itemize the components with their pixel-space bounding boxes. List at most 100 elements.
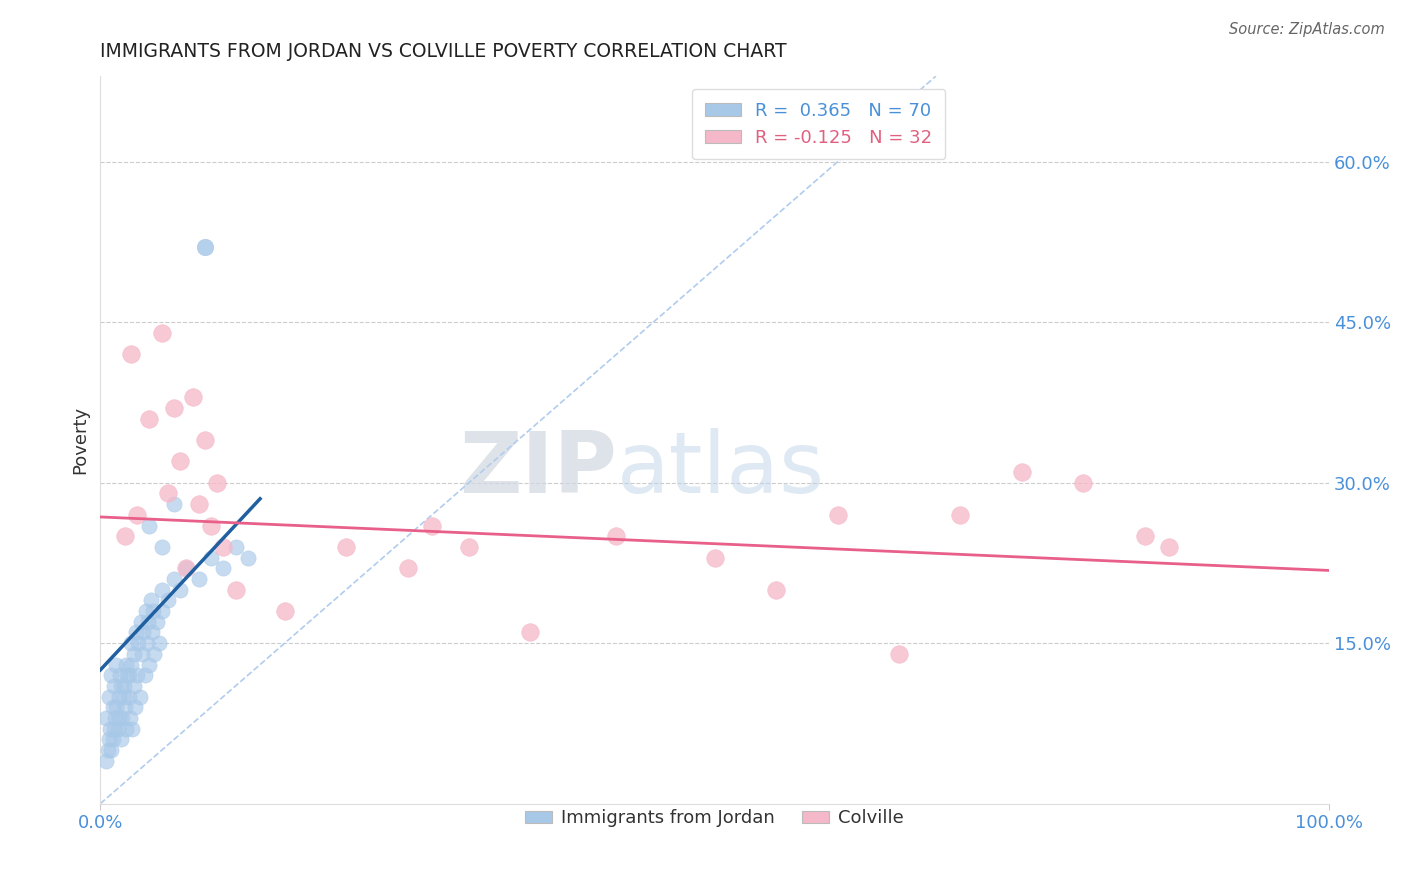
Point bbox=[420, 518, 443, 533]
Point bbox=[136, 615, 159, 629]
Point bbox=[150, 540, 173, 554]
Point bbox=[150, 604, 173, 618]
Point bbox=[105, 657, 128, 672]
Point bbox=[117, 668, 139, 682]
Point bbox=[765, 582, 787, 597]
Point bbox=[108, 668, 131, 682]
Point bbox=[163, 401, 186, 415]
Point bbox=[187, 572, 209, 586]
Point bbox=[107, 722, 129, 736]
Point bbox=[1071, 475, 1094, 490]
Point bbox=[122, 679, 145, 693]
Text: Source: ZipAtlas.com: Source: ZipAtlas.com bbox=[1229, 22, 1385, 37]
Point bbox=[97, 743, 120, 757]
Point bbox=[150, 326, 173, 340]
Point bbox=[138, 657, 160, 672]
Point bbox=[176, 561, 198, 575]
Text: ZIP: ZIP bbox=[458, 427, 616, 510]
Point bbox=[200, 518, 222, 533]
Point bbox=[101, 732, 124, 747]
Point bbox=[103, 722, 125, 736]
Point bbox=[224, 582, 246, 597]
Point bbox=[148, 636, 170, 650]
Point bbox=[163, 497, 186, 511]
Point bbox=[138, 411, 160, 425]
Point bbox=[273, 604, 295, 618]
Point bbox=[335, 540, 357, 554]
Point bbox=[187, 497, 209, 511]
Point bbox=[156, 486, 179, 500]
Point bbox=[127, 668, 149, 682]
Point bbox=[125, 625, 148, 640]
Point bbox=[181, 390, 204, 404]
Point bbox=[396, 561, 419, 575]
Point bbox=[136, 636, 159, 650]
Point bbox=[205, 475, 228, 490]
Point bbox=[121, 722, 143, 736]
Point bbox=[100, 668, 122, 682]
Point bbox=[120, 347, 142, 361]
Point bbox=[128, 690, 150, 704]
Point bbox=[605, 529, 627, 543]
Point bbox=[141, 625, 163, 640]
Point bbox=[138, 518, 160, 533]
Point bbox=[135, 604, 157, 618]
Point bbox=[169, 582, 191, 597]
Point bbox=[98, 722, 121, 736]
Point bbox=[120, 657, 142, 672]
Point bbox=[169, 454, 191, 468]
Point bbox=[156, 593, 179, 607]
Point bbox=[114, 529, 136, 543]
Legend: Immigrants from Jordan, Colville: Immigrants from Jordan, Colville bbox=[517, 802, 911, 835]
Point bbox=[96, 711, 118, 725]
Point bbox=[122, 647, 145, 661]
Point bbox=[519, 625, 541, 640]
Point bbox=[131, 647, 153, 661]
Point bbox=[200, 550, 222, 565]
Point bbox=[117, 668, 139, 682]
Point bbox=[132, 625, 155, 640]
Point bbox=[212, 561, 235, 575]
Point bbox=[703, 550, 725, 565]
Point bbox=[194, 433, 217, 447]
Point bbox=[112, 679, 135, 693]
Point bbox=[827, 508, 849, 522]
Y-axis label: Poverty: Poverty bbox=[72, 406, 89, 474]
Point bbox=[127, 508, 149, 522]
Point bbox=[110, 679, 132, 693]
Point bbox=[163, 572, 186, 586]
Point bbox=[110, 732, 132, 747]
Point bbox=[104, 711, 127, 725]
Point bbox=[118, 711, 141, 725]
Point bbox=[115, 722, 138, 736]
Point bbox=[105, 700, 128, 714]
Point bbox=[143, 647, 166, 661]
Point bbox=[142, 604, 165, 618]
Point bbox=[224, 540, 246, 554]
Point bbox=[117, 690, 139, 704]
Point bbox=[212, 540, 235, 554]
Point bbox=[458, 540, 481, 554]
Point bbox=[124, 700, 146, 714]
Point bbox=[139, 593, 162, 607]
Point bbox=[107, 690, 129, 704]
Point bbox=[236, 550, 259, 565]
Point bbox=[103, 679, 125, 693]
Point bbox=[100, 743, 122, 757]
Point bbox=[96, 754, 118, 768]
Point bbox=[101, 700, 124, 714]
Point bbox=[129, 615, 152, 629]
Point bbox=[127, 636, 149, 650]
Point bbox=[1011, 465, 1033, 479]
Point bbox=[111, 711, 134, 725]
Text: IMMIGRANTS FROM JORDAN VS COLVILLE POVERTY CORRELATION CHART: IMMIGRANTS FROM JORDAN VS COLVILLE POVER… bbox=[100, 42, 787, 61]
Text: atlas: atlas bbox=[616, 427, 824, 510]
Point bbox=[112, 690, 135, 704]
Point bbox=[146, 615, 169, 629]
Point bbox=[97, 732, 120, 747]
Point bbox=[107, 711, 129, 725]
Point bbox=[120, 636, 142, 650]
Point bbox=[134, 668, 156, 682]
Point bbox=[1133, 529, 1156, 543]
Point bbox=[194, 240, 217, 254]
